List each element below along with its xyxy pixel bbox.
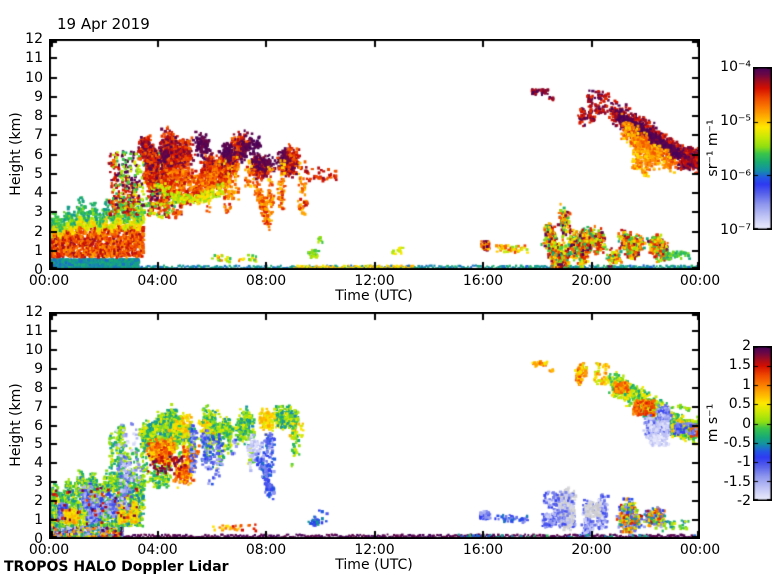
p2-ytick-label: 12 [25, 304, 43, 320]
p2-xtick-label: 12:00 [354, 542, 395, 558]
p2-ytick-label: 9 [34, 360, 43, 377]
time-axis-label-top: Time (UTC) [335, 288, 413, 304]
p2-ytick-label: 7 [34, 398, 43, 415]
p2-ytick-label: 3 [34, 474, 43, 491]
p1-colorbar-tick-label: 10⁻⁴ [720, 59, 751, 75]
p2-colorbar-tick-label: 2 [742, 338, 751, 354]
p1-ytick-label: 9 [34, 88, 43, 105]
p2-colorbar-tick-label: 0 [742, 415, 751, 432]
p2-xtick-label: 00:00 [679, 542, 721, 558]
p1-ytick-label: 4 [34, 185, 43, 201]
p2-xtick-label: 04:00 [137, 542, 178, 558]
p2-colorbar-tick-label: -1.5 [723, 473, 751, 490]
p2-colorbar-tick-label: 1 [742, 376, 751, 393]
p1-xtick-label: 04:00 [137, 273, 178, 289]
velocity-panel [49, 312, 700, 539]
p2-colorbar-tick-label: -0.5 [723, 434, 751, 451]
p1-ytick-label: 1 [34, 242, 43, 259]
p2-colorbar-tick-label: -2 [737, 493, 751, 509]
p2-ytick-label: 11 [25, 322, 43, 339]
p1-ytick-label: 5 [34, 165, 43, 182]
credit-label: TROPOS HALO Doppler Lidar [4, 559, 229, 575]
backscatter-colorbar [753, 67, 772, 230]
p2-ytick-label: 2 [34, 493, 43, 510]
velocity-colorbar [753, 346, 772, 501]
p2-ytick-label: 0 [34, 531, 43, 547]
time-axis-label-bottom: Time (UTC) [335, 557, 413, 573]
p2-ytick-label: 5 [34, 436, 43, 453]
p1-ytick-label: 0 [34, 262, 43, 278]
p1-xtick-label: 12:00 [354, 273, 395, 289]
p2-colorbar-tick-label: -1 [737, 454, 751, 471]
p1-xtick-label: 00:00 [679, 273, 721, 289]
p1-xtick-label: 16:00 [462, 273, 504, 289]
p1-ytick-label: 7 [34, 127, 43, 144]
date-label: 19 Apr 2019 [57, 15, 150, 33]
p2-xtick-label: 16:00 [462, 542, 504, 558]
p1-colorbar-tick-label: 10⁻⁷ [720, 222, 751, 238]
p1-ytick-label: 12 [25, 31, 43, 47]
p2-colorbar-tick-label: 0.5 [728, 396, 751, 413]
p2-ytick-label: 1 [34, 512, 43, 529]
p2-xtick-label: 08:00 [245, 542, 287, 558]
backscatter-panel [49, 39, 700, 270]
p1-colorbar-tick-label: 10⁻⁶ [720, 167, 751, 184]
p2-ytick-label: 6 [34, 417, 43, 434]
p2-xtick-label: 00:00 [28, 542, 70, 558]
p1-colorbar-tick-label: 10⁻⁵ [720, 113, 751, 130]
p1-ytick-label: 2 [34, 223, 43, 240]
p1-xtick-label: 00:00 [28, 273, 70, 289]
p1-xtick-label: 08:00 [245, 273, 287, 289]
p1-ytick-label: 10 [25, 69, 43, 86]
p2-ytick-label: 8 [34, 379, 43, 396]
p1-ytick-label: 11 [25, 50, 43, 67]
p2-colorbar-tick-label: 1.5 [728, 357, 751, 374]
p2-xtick-label: 20:00 [571, 542, 612, 558]
p2-ytick-label: 10 [25, 341, 43, 358]
p1-xtick-label: 20:00 [571, 273, 612, 289]
p1-ytick-label: 6 [34, 146, 43, 163]
p1-ytick-label: 8 [34, 108, 43, 124]
p2-ytick-label: 4 [34, 455, 43, 472]
p1-ytick-label: 3 [34, 204, 43, 221]
